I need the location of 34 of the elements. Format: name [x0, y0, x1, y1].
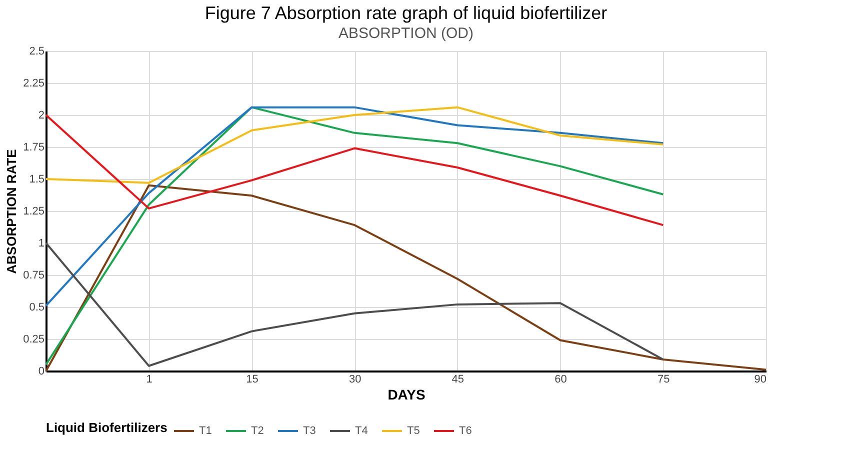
y-tick-label: 0 — [38, 366, 44, 378]
y-tick-label: 1.75 — [23, 142, 44, 154]
line-series — [45, 106, 664, 366]
legend-label: T6 — [459, 425, 472, 437]
x-axis-title: DAYS — [388, 386, 426, 402]
chart-title: Figure 7 Absorption rate graph of liquid biofertilizer — [204, 3, 608, 23]
legend-label: T2 — [251, 425, 264, 437]
legend-label: T3 — [303, 425, 316, 437]
y-tick-label: 0.75 — [23, 270, 44, 282]
x-tick-label: 60 — [554, 374, 567, 386]
x-tick-label: 90 — [754, 374, 766, 386]
y-axis-title: ABSORPTION RATE — [4, 148, 20, 274]
y-tick-label: 2.5 — [29, 46, 44, 58]
x-tick-label: 1 — [146, 374, 152, 386]
x-tick-label: 45 — [452, 374, 464, 386]
line-series — [45, 242, 664, 367]
y-tick-label: 0.25 — [23, 334, 44, 346]
y-tick-label: 2.25 — [23, 78, 44, 90]
legend-label: T1 — [199, 425, 212, 437]
chart-subtitle: ABSORPTION (OD) — [338, 25, 474, 42]
x-tick-label: 75 — [658, 374, 670, 386]
line-series — [45, 106, 664, 184]
y-tick-label: 1.5 — [29, 174, 44, 186]
legend-label: T4 — [355, 425, 368, 437]
line-series — [45, 106, 664, 307]
line-series — [45, 114, 664, 226]
y-tick-label: 1.25 — [23, 206, 44, 218]
legend-label: T5 — [407, 425, 420, 437]
y-tick-label: 1 — [38, 238, 44, 250]
x-tick-label: 30 — [348, 374, 362, 386]
y-tick-label: 2 — [38, 110, 44, 122]
legend-title: Liquid Biofertilizers — [46, 420, 168, 435]
x-tick-label: 15 — [246, 374, 258, 386]
y-tick-label: 0.5 — [29, 302, 44, 314]
